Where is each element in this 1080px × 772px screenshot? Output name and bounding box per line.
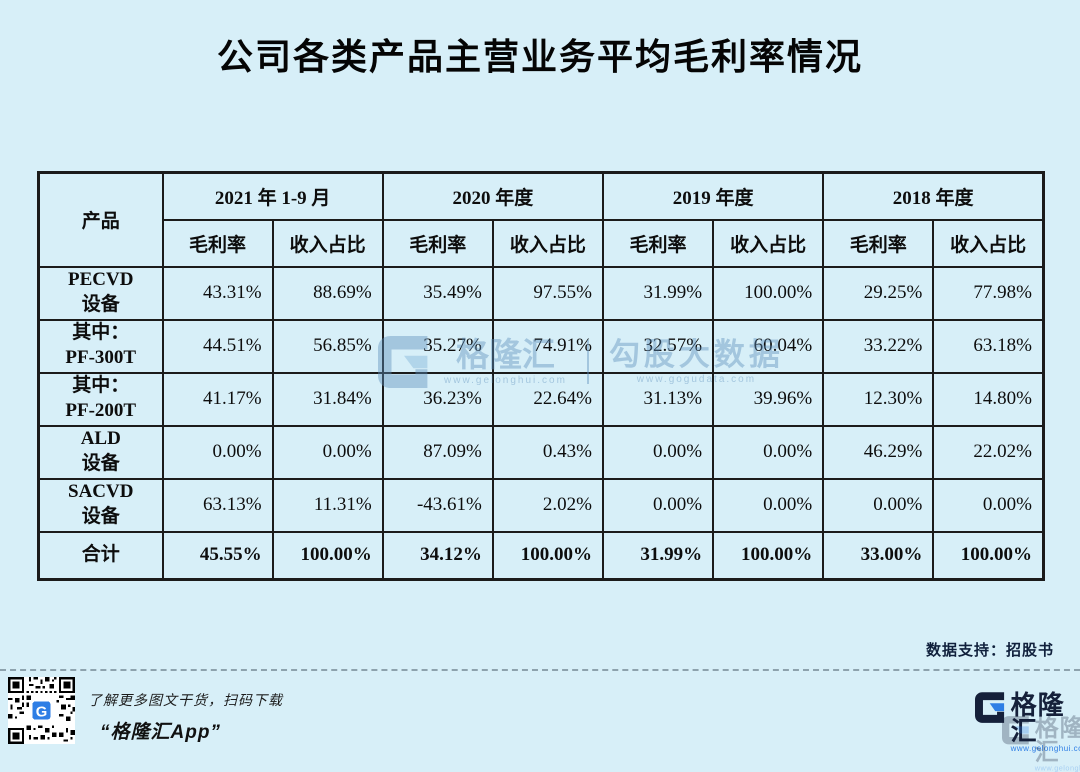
value-cell: 0.00% xyxy=(161,424,274,480)
page-title: 公司各类产品主营业务平均毛利率情况 xyxy=(216,36,863,77)
value-cell: 56.85% xyxy=(271,318,384,374)
qr-code: G xyxy=(8,677,75,744)
table-row-ald: ALD 设备 0.00% 0.00% 87.09% 0.43% 0.00% 0.… xyxy=(37,424,1045,480)
value-cell: 11.31% xyxy=(271,477,384,533)
value-cell: 31.84% xyxy=(271,371,384,427)
period-header-2018: 2018 年度 xyxy=(822,171,1045,221)
value-cell: 100.00% xyxy=(712,530,825,581)
gelonghui-g-icon xyxy=(975,692,1005,723)
value-cell: 29.25% xyxy=(822,265,935,321)
data-source-note: 数据支持：招股书 xyxy=(925,642,1054,659)
value-cell: 77.98% xyxy=(932,265,1045,321)
value-cell: 0.00% xyxy=(271,424,384,480)
value-cell: 60.04% xyxy=(712,318,825,374)
logo-url: www.gelonghui.com xyxy=(1034,763,1080,772)
header-row-metrics: 毛利率 收入占比 毛利率 收入占比 毛利率 收入占比 毛利率 收入占比 xyxy=(39,218,1045,268)
footer-promo: 了解更多图文干货，扫码下载 “格隆汇App” xyxy=(88,690,283,744)
product-cell: 合计 xyxy=(37,530,164,581)
period-header-2021: 2021 年 1-9 月 xyxy=(161,171,384,221)
value-cell: 12.30% xyxy=(822,371,935,427)
table-row-sacvd: SACVD 设备 63.13% 11.31% -43.61% 2.02% 0.0… xyxy=(37,477,1045,533)
logo-text: 格隆汇 xyxy=(1010,690,1065,744)
value-cell: 45.55% xyxy=(161,530,274,581)
value-cell: 100.00% xyxy=(491,530,605,581)
product-cell: 其中： PF-200T xyxy=(37,371,164,427)
value-cell: 0.00% xyxy=(601,477,715,533)
value-cell: 100.00% xyxy=(932,530,1045,581)
product-cell: 其中： PF-300T xyxy=(37,318,164,374)
value-cell: 35.27% xyxy=(381,318,494,374)
gross-margin-table: 产品 2021 年 1-9 月 2020 年度 2019 年度 2018 年度 … xyxy=(37,171,1045,581)
value-cell: 87.09% xyxy=(381,424,494,480)
value-cell: 97.55% xyxy=(491,265,605,321)
product-header-cell: 产品 xyxy=(37,171,164,268)
product-cell: PECVD 设备 xyxy=(37,265,164,321)
metric-header: 毛利率 xyxy=(381,218,494,268)
value-cell: 14.80% xyxy=(932,371,1045,427)
value-cell: 32.57% xyxy=(601,318,715,374)
metric-header: 收入占比 xyxy=(491,218,605,268)
value-cell: 36.23% xyxy=(381,371,494,427)
product-cell: ALD 设备 xyxy=(37,424,164,480)
value-cell: 46.29% xyxy=(822,424,935,480)
value-cell: 0.43% xyxy=(491,424,605,480)
value-cell: 0.00% xyxy=(601,424,715,480)
value-cell: 100.00% xyxy=(712,265,825,321)
value-cell: 31.13% xyxy=(601,371,715,427)
value-cell: 74.91% xyxy=(491,318,605,374)
table-row-pecvd: PECVD 设备 43.31% 88.69% 35.49% 97.55% 31.… xyxy=(37,265,1045,321)
table-row-total: 合计 45.55% 100.00% 34.12% 100.00% 31.99% … xyxy=(37,530,1045,581)
value-cell: 31.99% xyxy=(601,530,715,581)
gelonghui-g-icon xyxy=(1002,716,1029,745)
metric-header: 毛利率 xyxy=(822,218,935,268)
value-cell: 39.96% xyxy=(712,371,825,427)
value-cell: 35.49% xyxy=(381,265,494,321)
metric-header: 收入占比 xyxy=(712,218,825,268)
metric-header: 收入占比 xyxy=(271,218,384,268)
table-row-pf300t: 其中： PF-300T 44.51% 56.85% 35.27% 74.91% … xyxy=(37,318,1045,374)
value-cell: 34.12% xyxy=(381,530,494,581)
gross-margin-table-wrap: 产品 2021 年 1-9 月 2020 年度 2019 年度 2018 年度 … xyxy=(37,171,1045,581)
logo-text: 格隆汇 xyxy=(1034,714,1080,766)
metric-header: 收入占比 xyxy=(932,218,1045,268)
period-header-2020: 2020 年度 xyxy=(381,171,605,221)
value-cell: 0.00% xyxy=(932,477,1045,533)
value-cell: 100.00% xyxy=(271,530,384,581)
value-cell: 2.02% xyxy=(491,477,605,533)
value-cell: 44.51% xyxy=(161,318,274,374)
header-row-periods: 产品 2021 年 1-9 月 2020 年度 2019 年度 2018 年度 xyxy=(37,171,1045,268)
value-cell: 63.13% xyxy=(161,477,274,533)
promo-line-2: “格隆汇App” xyxy=(100,722,221,743)
value-cell: 33.22% xyxy=(822,318,935,374)
value-cell: -43.61% xyxy=(381,477,494,533)
qr-center-logo-letter: G xyxy=(36,704,47,720)
value-cell: 33.00% xyxy=(822,530,935,581)
metric-header: 毛利率 xyxy=(601,218,715,268)
period-header-2019: 2019 年度 xyxy=(601,171,825,221)
value-cell: 0.00% xyxy=(822,477,935,533)
value-cell: 22.02% xyxy=(932,424,1045,480)
infographic-card: { "page": { "title": "公司各类产品主营业务平均毛利率情况"… xyxy=(0,36,1080,772)
value-cell: 22.64% xyxy=(491,371,605,427)
value-cell: 43.31% xyxy=(161,265,274,321)
footer-divider xyxy=(0,669,1080,671)
value-cell: 0.00% xyxy=(712,424,825,480)
value-cell: 63.18% xyxy=(932,318,1045,374)
product-cell: SACVD 设备 xyxy=(37,477,164,533)
value-cell: 88.69% xyxy=(271,265,384,321)
value-cell: 0.00% xyxy=(712,477,825,533)
metric-header: 毛利率 xyxy=(161,218,274,268)
value-cell: 41.17% xyxy=(161,371,274,427)
table-row-pf200t: 其中： PF-200T 41.17% 31.84% 36.23% 22.64% … xyxy=(37,371,1045,427)
value-cell: 31.99% xyxy=(601,265,715,321)
promo-line-1: 了解更多图文干货，扫码下载 xyxy=(88,692,283,708)
gelonghui-logo-ghost: 格隆汇 www.gelonghui.com xyxy=(1002,716,1080,772)
